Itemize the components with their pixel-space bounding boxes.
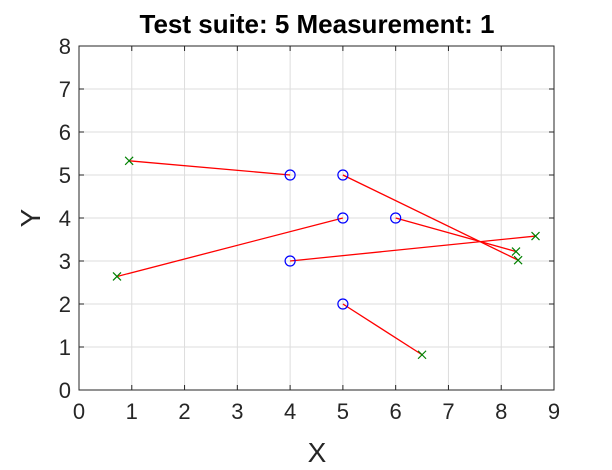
x-tick-label: 9 — [548, 399, 560, 424]
match-segment — [116, 217, 344, 278]
circle-markers — [284, 169, 402, 310]
cross-marker — [511, 247, 521, 256]
circle-marker — [284, 255, 296, 267]
circle-marker — [337, 298, 349, 310]
x-tick-label: 3 — [231, 399, 243, 424]
match-segment — [129, 160, 291, 176]
match-segment — [290, 235, 536, 262]
cross-marker — [417, 350, 427, 360]
x-tick-label: 2 — [178, 399, 190, 424]
cross-marker — [513, 255, 523, 265]
x-ticks: 0 1 2 3 4 5 6 7 8 9 — [73, 46, 560, 424]
chart-title: Test suite: 5 Measurement: 1 — [140, 9, 495, 39]
y-tick-label: 6 — [59, 120, 71, 145]
x-tick-label: 5 — [337, 399, 349, 424]
cross-markers — [112, 156, 540, 360]
match-segment — [395, 217, 517, 253]
circle-marker — [337, 212, 349, 224]
cross-marker — [124, 156, 134, 166]
y-tick-label: 8 — [59, 34, 71, 59]
y-tick-label: 0 — [59, 378, 71, 403]
x-tick-label: 0 — [73, 399, 85, 424]
y-tick-label: 5 — [59, 163, 71, 188]
x-tick-label: 1 — [126, 399, 138, 424]
circle-marker — [390, 212, 402, 224]
x-tick-label: 7 — [442, 399, 454, 424]
y-tick-label: 7 — [59, 77, 71, 102]
y-tick-label: 2 — [59, 292, 71, 317]
circle-marker — [284, 169, 296, 181]
cross-marker — [531, 231, 540, 241]
x-tick-label: 4 — [284, 399, 296, 424]
x-tick-label: 8 — [495, 399, 507, 424]
y-tick-label: 4 — [59, 206, 71, 231]
y-tick-label: 1 — [59, 335, 71, 360]
y-ticks: 0 1 2 3 4 5 6 7 8 — [59, 34, 554, 403]
segments — [116, 160, 536, 356]
y-tick-label: 3 — [59, 249, 71, 274]
y-axis-label: Y — [15, 208, 46, 227]
circle-marker — [337, 169, 349, 181]
match-segment — [342, 303, 423, 356]
match-segment — [342, 174, 519, 261]
x-axis-label: X — [308, 437, 327, 468]
x-tick-label: 6 — [390, 399, 402, 424]
cross-marker — [112, 272, 122, 281]
